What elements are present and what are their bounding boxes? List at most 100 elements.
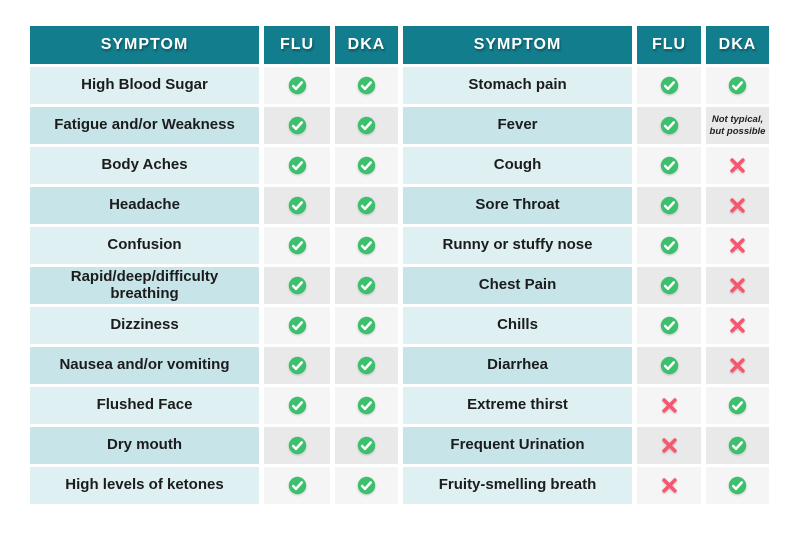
header-dka: DKA (335, 26, 398, 64)
flu-mark-cell (637, 267, 701, 304)
symptom-cell: Cough (403, 147, 632, 184)
flu-mark-cell (264, 467, 330, 504)
check-icon (660, 116, 678, 135)
check-icon (288, 356, 306, 375)
flu-mark-cell (637, 67, 701, 104)
dka-mark-cell (335, 467, 398, 504)
check-icon (660, 316, 678, 335)
symptom-cell: Stomach pain (403, 67, 632, 104)
cross-icon (730, 358, 745, 373)
flu-mark-cell (264, 387, 330, 424)
check-icon (728, 476, 747, 495)
dka-mark-cell (706, 187, 769, 224)
check-icon (357, 196, 376, 215)
dka-mark-cell (335, 347, 398, 384)
symptom-cell: Flushed Face (30, 387, 259, 424)
cross-icon (730, 318, 745, 333)
check-icon (288, 396, 306, 415)
symptom-cell: Fever (403, 107, 632, 144)
cross-icon (661, 398, 677, 413)
symptom-cell: Sore Throat (403, 187, 632, 224)
flu-mark-cell (264, 307, 330, 344)
check-icon (288, 276, 306, 295)
check-icon (357, 116, 376, 135)
cross-icon (661, 438, 677, 453)
flu-mark-cell (637, 467, 701, 504)
flu-mark-cell (637, 307, 701, 344)
dka-mark-cell (335, 387, 398, 424)
symptom-cell: Fatigue and/or Weakness (30, 107, 259, 144)
check-icon (288, 156, 306, 175)
check-icon (728, 76, 747, 95)
dka-mark-cell (706, 387, 769, 424)
cross-icon (730, 158, 745, 173)
flu-mark-cell (264, 147, 330, 184)
check-icon (357, 476, 376, 495)
check-icon (357, 236, 376, 255)
dka-mark-cell (335, 187, 398, 224)
dka-mark-cell (706, 427, 769, 464)
flu-mark-cell (637, 427, 701, 464)
header-flu: FLU (264, 26, 330, 64)
dka-mark-cell (335, 107, 398, 144)
symptom-comparison-table: SYMPTOM FLU DKA SYMPTOM FLU DKA High Blood Sug… (30, 26, 769, 504)
header-symptom: SYMPTOM (403, 26, 632, 64)
symptom-cell: Frequent Urination (403, 427, 632, 464)
check-icon (660, 236, 678, 255)
flu-mark-cell (264, 227, 330, 264)
check-icon (660, 156, 678, 175)
flu-mark-cell (637, 227, 701, 264)
dka-mark-cell (335, 267, 398, 304)
check-icon (357, 76, 376, 95)
flu-mark-cell (637, 147, 701, 184)
dka-mark-cell (706, 267, 769, 304)
flu-mark-cell (264, 427, 330, 464)
dka-mark-cell (706, 467, 769, 504)
symptom-cell: Chills (403, 307, 632, 344)
dka-mark-cell (706, 307, 769, 344)
symptom-cell: Headache (30, 187, 259, 224)
symptom-cell: Confusion (30, 227, 259, 264)
dka-mark-cell (706, 147, 769, 184)
flu-mark-cell (637, 387, 701, 424)
cross-icon (730, 278, 745, 293)
symptom-cell: Dizziness (30, 307, 259, 344)
check-icon (357, 156, 376, 175)
check-icon (288, 236, 306, 255)
flu-mark-cell (264, 67, 330, 104)
check-icon (357, 356, 376, 375)
check-icon (357, 436, 376, 455)
symptom-cell: Diarrhea (403, 347, 632, 384)
check-icon (660, 356, 678, 375)
dka-mark-cell (335, 427, 398, 464)
dka-mark-cell (706, 227, 769, 264)
dka-mark-cell (335, 227, 398, 264)
cross-icon (730, 238, 745, 253)
dka-mark-cell (706, 347, 769, 384)
dka-mark-cell (335, 307, 398, 344)
symptom-cell: Body Aches (30, 147, 259, 184)
header-dka: DKA (706, 26, 769, 64)
flu-mark-cell (637, 347, 701, 384)
symptom-cell: High Blood Sugar (30, 67, 259, 104)
check-icon (357, 276, 376, 295)
cross-icon (661, 478, 677, 493)
flu-mark-cell (264, 267, 330, 304)
symptom-cell: Runny or stuffy nose (403, 227, 632, 264)
cross-icon (730, 198, 745, 213)
dka-mark-cell (706, 67, 769, 104)
flu-mark-cell (264, 347, 330, 384)
check-icon (728, 396, 747, 415)
header-symptom: SYMPTOM (30, 26, 259, 64)
check-icon (288, 116, 306, 135)
check-icon (288, 436, 306, 455)
dka-mark-cell (335, 67, 398, 104)
check-icon (728, 436, 747, 455)
flu-mark-cell (264, 187, 330, 224)
flu-mark-cell (637, 107, 701, 144)
dka-mark-cell (335, 147, 398, 184)
symptom-cell: High levels of ketones (30, 467, 259, 504)
check-icon (288, 316, 306, 335)
note-text: Not typical, but possible (709, 113, 766, 137)
